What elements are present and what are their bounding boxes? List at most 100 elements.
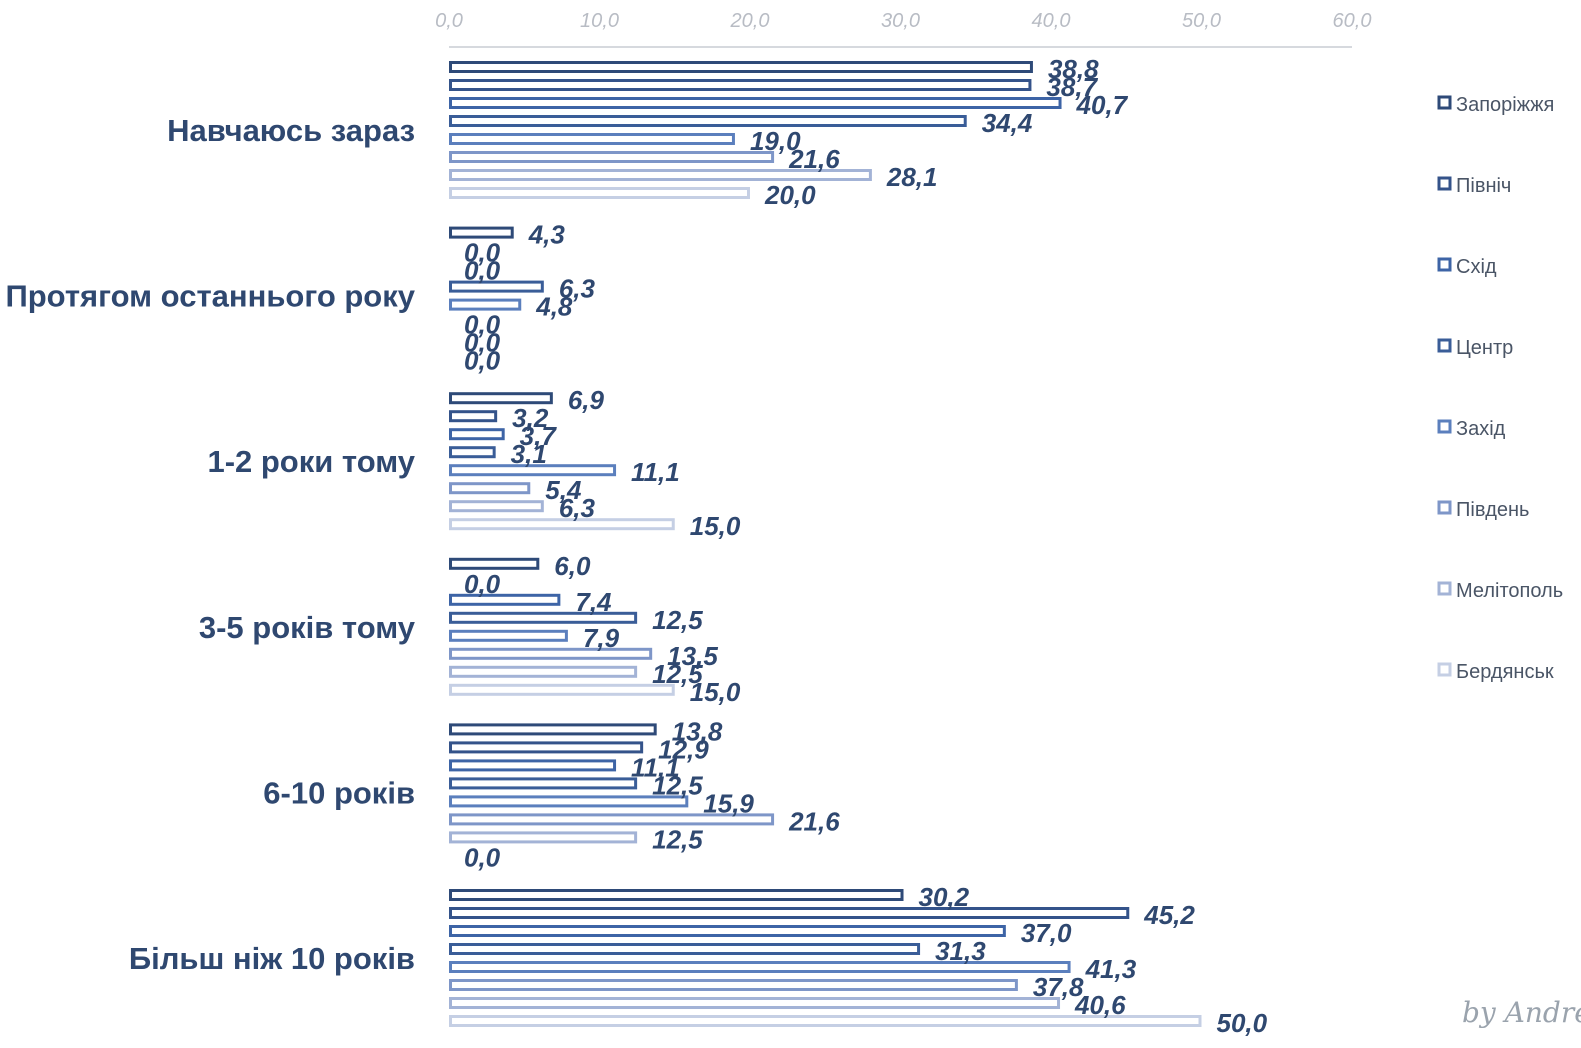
data-label: 41,3 [1085,954,1137,984]
data-label: 0,0 [464,310,501,340]
data-label: 6,0 [554,551,591,581]
bar [449,629,568,642]
data-label: 0,0 [464,569,501,599]
data-label: 19,0 [750,126,801,156]
bar [449,446,496,459]
data-label: 5,4 [545,475,582,505]
legend-swatch [1437,419,1452,434]
data-label: 15,0 [690,677,741,707]
bar [449,187,750,199]
data-label: 40,7 [1076,90,1129,120]
legend-label: Північ [1456,175,1511,197]
data-label: 21,6 [788,144,840,174]
bar [449,683,675,696]
bar [449,741,644,754]
bar [449,61,1033,73]
legend: Запоріжжя Північ Схід Центр Захід Південь Мелі… [1437,94,1563,683]
bar [449,647,653,660]
x-tick-label: 50,0 [1182,10,1221,32]
data-label: 38,7 [1046,72,1098,102]
data-label: 20,0 [764,180,816,210]
bar [449,831,638,844]
data-label: 12,5 [652,605,703,635]
legend-swatch [1437,257,1452,272]
data-label: 12,9 [658,734,709,764]
bar [449,997,1061,1009]
bar [449,518,675,531]
data-label: 21,6 [788,806,840,836]
bar [449,795,689,808]
x-tick-label: 60,0 [1333,10,1372,32]
data-label: 30,2 [919,882,970,912]
data-label: 15,0 [690,511,741,541]
bar [449,777,638,790]
bar [449,611,638,624]
bar [449,889,904,901]
data-label: 0,0 [464,328,501,358]
bar [449,115,967,127]
data-label: 12,5 [652,770,703,800]
category-labels: Навчаюсь зараз Протягом останнього року 1-… [5,113,415,976]
bar [449,723,657,736]
bar [449,280,544,293]
bar [449,79,1032,91]
legend-swatch [1437,581,1452,596]
data-label: 37,0 [1021,918,1072,948]
legend-swatch [1437,176,1452,191]
legend-label: Запоріжжя [1456,94,1554,116]
category-label: 6-10 років [263,775,415,810]
bar [449,961,1071,973]
legend-swatch [1437,338,1452,353]
category-label: Протягом останнього року [5,279,415,314]
legend-swatch [1437,662,1452,677]
bar [449,979,1018,991]
data-label: 6,3 [559,274,596,304]
legend-swatch [1437,95,1452,110]
data-label: 0,0 [464,238,501,268]
data-label: 11,1 [631,457,680,487]
bar [449,464,617,477]
data-label: 34,4 [982,108,1033,138]
data-label: 0,0 [464,256,501,286]
data-label: 4,8 [535,292,573,322]
data-label: 13,8 [672,716,723,746]
bar [449,392,553,405]
x-tick-label: 10,0 [580,10,619,32]
bar [449,759,617,772]
bar [449,943,921,955]
category-label: 3-5 років тому [199,610,416,645]
bar [449,226,514,239]
data-label: 37,8 [1033,972,1084,1002]
legend-label: Центр [1456,337,1513,359]
x-tick-label: 20,0 [730,10,770,32]
x-axis: 0,0 10,0 20,0 30,0 40,0 50,0 60,0 [435,10,1372,48]
category-label: Навчаюсь зараз [167,113,415,148]
x-tick-label: 30,0 [881,10,920,32]
data-label: 7,9 [583,623,620,653]
bar [449,428,505,441]
data-label: 15,9 [703,788,754,818]
data-label: 4,3 [528,220,566,250]
data-label: 12,5 [652,659,703,689]
data-label: 0,0 [464,842,501,872]
legend-label: Південь [1456,499,1529,521]
bar [449,97,1062,109]
bar [449,925,1006,937]
data-label: 0,0 [464,346,501,376]
category-label: Більш ніж 10 років [129,941,415,976]
bar [449,593,561,606]
bar [449,665,638,678]
data-label: 45,2 [1143,900,1195,930]
bar [449,410,498,423]
legend-label: Бердянськ [1456,661,1554,683]
data-label: 7,4 [575,587,612,617]
category-label: 1-2 роки тому [207,444,415,479]
data-label: 3,2 [512,403,549,433]
legend-label: Захід [1456,418,1506,440]
data-label: 38,8 [1048,54,1099,84]
data-label: 3,7 [520,421,558,451]
data-label: 31,3 [935,936,986,966]
signature-watermark: by Andrey [1462,996,1581,1029]
bar [449,151,775,163]
